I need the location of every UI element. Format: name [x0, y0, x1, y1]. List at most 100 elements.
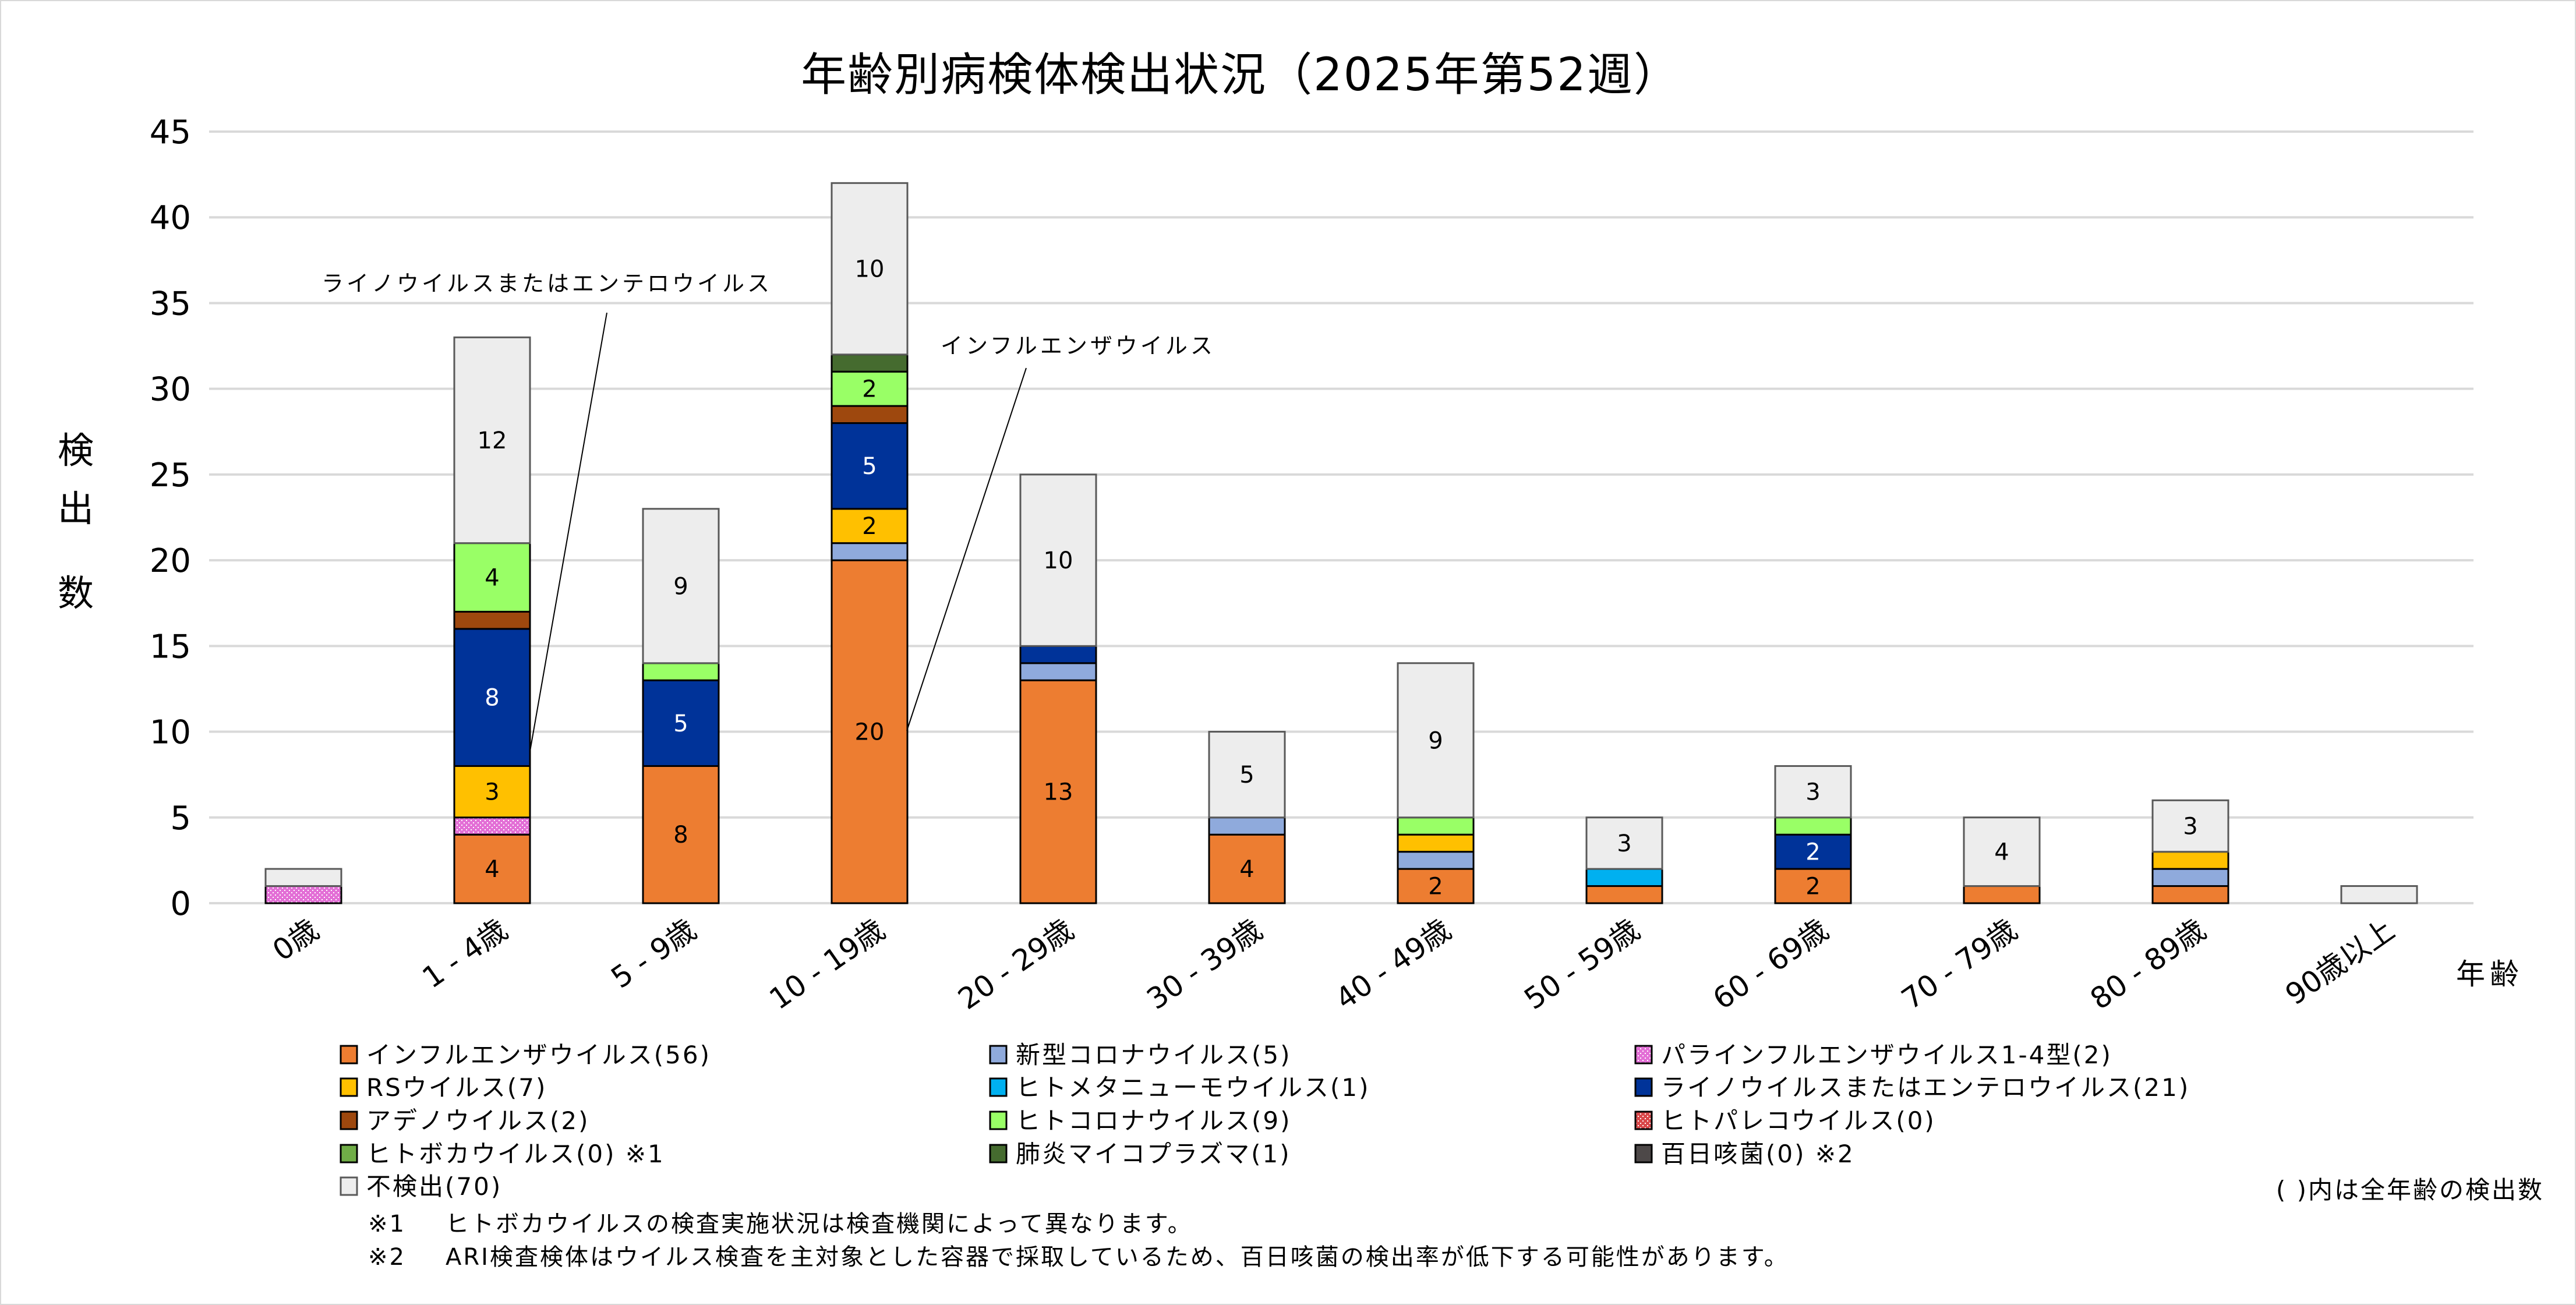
legend-item: インフルエンザウイルス(56): [340, 1041, 709, 1069]
annotation-rhino-label: ライノウイルスまたはエンテロウイルス: [321, 271, 772, 296]
data-label: 2: [1805, 873, 1820, 900]
bar-segment: [2340, 885, 2418, 904]
bar-stack: [1019, 473, 1097, 904]
bar-stack: [453, 336, 531, 904]
x-axis-ticks: 0歳 1 - 4歳 5 - 9歳 10 - 19歳 20 - 29歳 30 - 39歳 40…: [267, 913, 2401, 1016]
bar-segment: [831, 182, 909, 356]
legend: インフルエンザウイルス(56) 新型コロナウイルス(5) パラインフルエンザウイルス…: [340, 1041, 2190, 1201]
y-tick-label: 30: [150, 371, 191, 409]
bar-segment: [831, 559, 909, 904]
bar-segment: [1774, 765, 1852, 819]
data-label: 9: [1428, 727, 1443, 754]
legend-note: ( )内は全年齢の検出数: [2276, 1176, 2544, 1204]
bar-segment: [1397, 868, 1475, 904]
bar-stack: [1774, 765, 1852, 904]
bar-segment: [831, 405, 909, 425]
legend-item: 百日咳菌(0) ※2: [1634, 1140, 1855, 1168]
bar-segment: [831, 542, 909, 561]
y-tick-label: 40: [150, 199, 191, 237]
y-tick-label: 10: [150, 714, 191, 752]
legend-item: ライノウイルスまたはエンテロウイルス(21): [1634, 1073, 2190, 1102]
data-label: 2: [1805, 839, 1820, 866]
legend-label: 不検出(70): [366, 1172, 502, 1201]
y-tick-label: 25: [150, 457, 191, 494]
legend-label: ライノウイルスまたはエンテロウイルス(21): [1661, 1073, 2190, 1102]
bar-segment: [453, 542, 531, 613]
data-label: 13: [1044, 779, 1073, 806]
legend-item: アデノウイルス(2): [340, 1106, 588, 1135]
x-tick-label: 30 - 39歳: [1141, 913, 1268, 1016]
legend-swatch: [340, 1045, 358, 1064]
x-tick-label: 90歳以上: [2280, 913, 2401, 1012]
data-label: 2: [862, 513, 877, 540]
y-tick-label: 35: [150, 285, 191, 323]
x-tick-label: 70 - 79歳: [1896, 913, 2023, 1016]
legend-swatch: [340, 1111, 358, 1130]
data-label: 9: [673, 573, 688, 600]
bar-segment: [2151, 851, 2229, 870]
bar-segment: [1019, 645, 1097, 664]
bar-segment: [1963, 816, 2041, 887]
bar-segment: [264, 885, 342, 904]
legend-item: パラインフルエンザウイルス1-4型(2): [1634, 1041, 2112, 1069]
bar-segment: [453, 833, 531, 904]
legend-label: 百日咳菌(0) ※2: [1661, 1140, 1855, 1168]
legend-label: ヒトメタニューモウイルス(1): [1016, 1073, 1370, 1102]
bar-segment: [1397, 833, 1475, 853]
legend-label: ヒトコロナウイルス(9): [1016, 1106, 1292, 1135]
footnote-2-mark: ※2: [368, 1244, 406, 1271]
legend-item: ヒトメタニューモウイルス(1): [989, 1073, 1370, 1102]
legend-swatch: [340, 1077, 358, 1097]
y-axis-label-char: 検: [58, 429, 94, 472]
bar-segment: [1585, 885, 1663, 904]
data-label: 3: [1805, 779, 1820, 806]
bar-segment: [1397, 816, 1475, 836]
bar-segment: [1397, 851, 1475, 870]
legend-item: ヒトボカウイルス(0) ※1: [340, 1140, 663, 1168]
bar-segment: [831, 422, 909, 510]
x-tick-label: 60 - 69歳: [1707, 913, 1835, 1016]
legend-label: RSウイルス(7): [366, 1073, 547, 1102]
legend-swatch: [1634, 1077, 1653, 1097]
bar-segment: [1963, 885, 2041, 904]
bar-segment: [642, 508, 720, 664]
x-tick-label: 80 - 89歳: [2084, 913, 2212, 1016]
data-label: 4: [1994, 839, 2009, 866]
bar-segment: [642, 662, 720, 681]
bar-segment: [2151, 799, 2229, 853]
data-label: 3: [1617, 830, 1631, 857]
data-label: 3: [485, 779, 499, 806]
legend-item: ヒトパレコウイルス(0): [1634, 1106, 1934, 1135]
bar-stack: [2340, 885, 2418, 904]
data-label: 5: [862, 453, 877, 480]
data-label: 4: [485, 856, 499, 883]
y-tick-label: 15: [150, 628, 191, 666]
y-tick-label: 20: [150, 542, 191, 580]
data-label: 10: [855, 256, 885, 283]
data-label: 5: [1239, 762, 1254, 788]
data-label: 10: [1044, 547, 1073, 574]
legend-label: パラインフルエンザウイルス1-4型(2): [1661, 1041, 2112, 1069]
bar-segment: [1019, 662, 1097, 681]
bar-segment: [1585, 868, 1663, 887]
legend-swatch: [1634, 1111, 1653, 1130]
data-label: 3: [2183, 814, 2197, 840]
bar-segment: [642, 679, 720, 767]
bar-segment: [2151, 885, 2229, 904]
legend-swatch: [1634, 1144, 1653, 1163]
x-tick-label: 40 - 49歳: [1330, 913, 1457, 1016]
bar-segment: [1774, 816, 1852, 836]
data-label: 5: [673, 710, 688, 737]
data-label: 4: [485, 565, 499, 592]
annotation-influenza-label: インフルエンザウイルス: [941, 333, 1215, 359]
bar-segment: [453, 336, 531, 544]
bar-segment: [1019, 473, 1097, 647]
data-label: 2: [1428, 873, 1443, 900]
x-tick-label: 1 - 4歳: [416, 913, 514, 995]
bar-segment: [831, 370, 909, 407]
bar-stack: [831, 182, 909, 904]
footnote-1-text: ヒトボカウイルスの検査実施状況は検査機関によって異なります。: [446, 1211, 1193, 1237]
x-axis-label: 年齢: [2456, 957, 2524, 991]
bar-segment: [453, 765, 531, 819]
